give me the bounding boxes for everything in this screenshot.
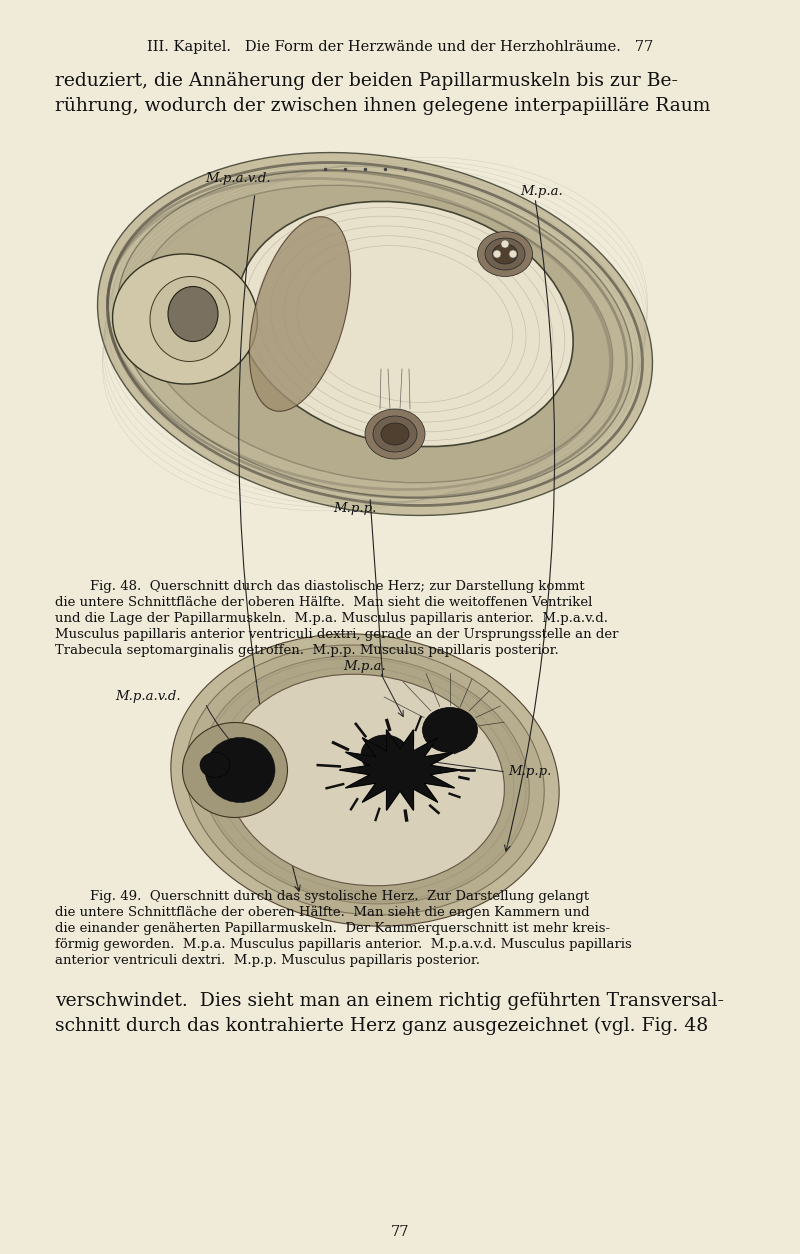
Ellipse shape [365, 409, 425, 459]
Text: Fig. 49.  Querschnitt durch das systolische Herz.  Zur Darstellung gelangt: Fig. 49. Querschnitt durch das systolisc… [90, 890, 589, 903]
Text: die untere Schnittfläche der oberen Hälfte.  Man sieht die engen Kammern und: die untere Schnittfläche der oberen Hälf… [55, 905, 590, 919]
Text: anterior ventriculi dextri.  M.p.p. Musculus papillaris posterior.: anterior ventriculi dextri. M.p.p. Muscu… [55, 954, 480, 967]
Text: schnitt durch das kontrahierte Herz ganz ausgezeichnet (vgl. Fig. 48: schnitt durch das kontrahierte Herz ganz… [55, 1017, 708, 1036]
Ellipse shape [138, 186, 613, 483]
Text: M.p.a.: M.p.a. [520, 186, 562, 198]
Ellipse shape [509, 250, 517, 258]
Ellipse shape [485, 238, 525, 270]
Text: 77: 77 [390, 1225, 410, 1239]
Ellipse shape [237, 202, 573, 446]
Polygon shape [339, 730, 461, 810]
Text: M.p.p.: M.p.p. [334, 502, 377, 515]
Ellipse shape [113, 255, 258, 384]
Ellipse shape [422, 707, 478, 752]
Ellipse shape [250, 217, 350, 411]
Text: III. Kapitel.   Die Form der Herzwände und der Herzhohlräume.   77: III. Kapitel. Die Form der Herzwände und… [147, 40, 653, 54]
Ellipse shape [493, 245, 518, 265]
Text: rührung, wodurch der zwischen ihnen gelegene interpapiilläre Raum: rührung, wodurch der zwischen ihnen gele… [55, 97, 710, 115]
Text: Musculus papillaris anterior ventriculi dextri, gerade an der Ursprungsstelle an: Musculus papillaris anterior ventriculi … [55, 628, 618, 641]
Ellipse shape [493, 250, 501, 258]
Ellipse shape [381, 423, 409, 445]
Text: M.p.p.: M.p.p. [508, 765, 551, 777]
Text: Trabecula septomarginalis getroffen.  M.p.p. Musculus papillaris posterior.: Trabecula septomarginalis getroffen. M.p… [55, 645, 558, 657]
Text: und die Lage der Papillarmuskeln.  M.p.a. Musculus papillaris anterior.  M.p.a.v: und die Lage der Papillarmuskeln. M.p.a.… [55, 612, 608, 624]
Text: M.p.a.v.d.: M.p.a.v.d. [115, 690, 181, 703]
Ellipse shape [200, 752, 230, 777]
Text: die einander genäherten Papillarmuskeln.  Der Kammerquerschnitt ist mehr kreis-: die einander genäherten Papillarmuskeln.… [55, 922, 610, 935]
Ellipse shape [373, 416, 417, 451]
Ellipse shape [501, 240, 509, 248]
Ellipse shape [168, 286, 218, 341]
Ellipse shape [182, 722, 287, 818]
Text: verschwindet.  Dies sieht man an einem richtig geführten Transversal-: verschwindet. Dies sieht man an einem ri… [55, 992, 724, 1009]
Ellipse shape [98, 153, 653, 515]
Text: M.p.a.: M.p.a. [344, 660, 386, 673]
Ellipse shape [226, 675, 505, 885]
Ellipse shape [171, 633, 559, 927]
Text: förmig geworden.  M.p.a. Musculus papillaris anterior.  M.p.a.v.d. Musculus papi: förmig geworden. M.p.a. Musculus papilla… [55, 938, 632, 951]
Text: die untere Schnittfläche der oberen Hälfte.  Man sieht die weitoffenen Ventrikel: die untere Schnittfläche der oberen Hälf… [55, 596, 592, 609]
Ellipse shape [361, 735, 409, 775]
Ellipse shape [118, 171, 633, 498]
Text: reduziert, die Annäherung der beiden Papillarmuskeln bis zur Be-: reduziert, die Annäherung der beiden Pap… [55, 71, 678, 90]
Text: Fig. 48.  Querschnitt durch das diastolische Herz; zur Darstellung kommt: Fig. 48. Querschnitt durch das diastolis… [90, 581, 585, 593]
Ellipse shape [478, 232, 533, 276]
Ellipse shape [150, 277, 230, 361]
Ellipse shape [201, 656, 530, 904]
Text: M.p.a.v.d.: M.p.a.v.d. [205, 172, 270, 186]
Ellipse shape [186, 645, 544, 915]
Ellipse shape [205, 737, 275, 803]
